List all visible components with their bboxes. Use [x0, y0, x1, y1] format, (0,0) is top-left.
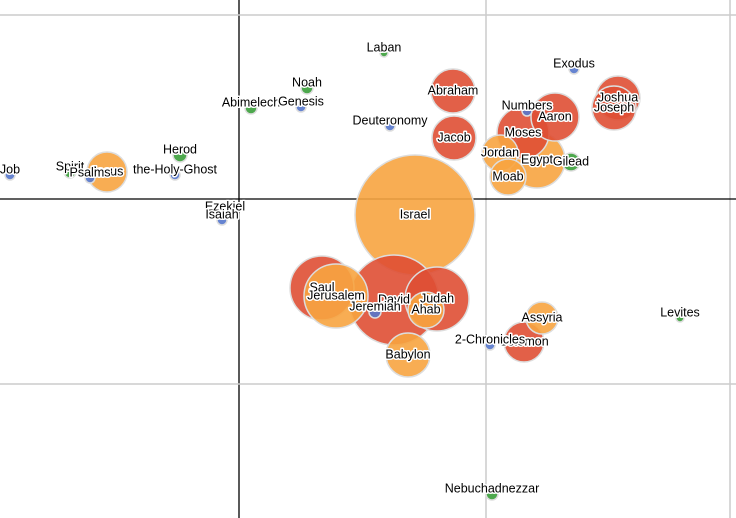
bubble-label: Joshua	[598, 90, 638, 104]
bubble-label: Genesis	[278, 94, 324, 108]
bubble-label: Abraham	[428, 83, 479, 97]
bubble-label: Jesus	[91, 164, 124, 178]
bubble	[172, 147, 188, 163]
bubble-label: Levites	[660, 305, 700, 319]
bubble	[530, 92, 580, 142]
bubble	[368, 305, 382, 319]
bubble	[300, 81, 314, 95]
bubble	[303, 263, 369, 329]
bubble	[525, 301, 559, 335]
bubble	[63, 165, 77, 179]
bubble-label: Jordan	[481, 145, 519, 159]
bubble	[591, 85, 637, 131]
bubble-label: Exodus	[553, 56, 595, 70]
bubble	[407, 291, 445, 329]
bubble-label: Judah	[420, 291, 454, 305]
bubble-label: Isaiah	[205, 207, 238, 221]
bubble	[430, 68, 476, 114]
bubble	[568, 63, 580, 75]
bubble	[244, 101, 258, 115]
bubble	[675, 313, 685, 323]
bubble	[521, 105, 533, 117]
bubble-label: Abimelech	[222, 95, 280, 109]
bubble-label: Moses	[505, 125, 542, 139]
bubble-label: Numbers	[502, 98, 553, 112]
bubble-label: Joseph	[594, 100, 634, 114]
bubble-label: Jeremiah	[349, 299, 400, 313]
bubble-label: Egypt	[521, 152, 553, 166]
bubble	[379, 48, 389, 58]
bubble-label: Deuteronomy	[352, 113, 428, 127]
bubble	[169, 169, 181, 181]
bubble-label: Ahab	[411, 302, 440, 316]
bubble-label: Solomon	[499, 334, 548, 348]
bubble-label: the-Holy-Ghost	[133, 162, 218, 176]
bubble-label: Israel	[400, 207, 431, 221]
bubble-label: Moab	[492, 169, 523, 183]
bubble-label: Assyria	[522, 310, 563, 324]
bubble	[295, 101, 307, 113]
bubble	[4, 169, 16, 181]
bubble	[385, 332, 431, 378]
bubble-label: Saul	[309, 280, 334, 294]
bubble	[431, 115, 477, 161]
bubble	[489, 158, 527, 196]
bubble-label: Gilead	[553, 154, 589, 168]
bubble-label: Ezekiel	[205, 199, 245, 213]
bubble-label: Babylon	[385, 347, 430, 361]
bubble-label: Psalms	[70, 165, 111, 179]
bubble-label: Laban	[367, 40, 402, 54]
bubble	[86, 151, 128, 193]
bubble-label: 2-Chronicles	[455, 332, 525, 346]
bubble-label: Spirit	[56, 159, 85, 173]
bubble-label: David	[378, 292, 410, 306]
bubble-label: Aaron	[538, 109, 571, 123]
bubble	[484, 339, 496, 351]
bubble	[216, 214, 228, 226]
bubble	[561, 152, 581, 172]
bubble-label: Jerusalem	[307, 288, 365, 302]
bubble	[84, 172, 96, 184]
bubble-label: Job	[0, 162, 20, 176]
bubble-label: Jacob	[437, 130, 470, 144]
bubble	[384, 120, 396, 132]
bubble-label: Noah	[292, 75, 322, 89]
bubble	[485, 487, 499, 501]
bubble-label: Nebuchadnezzar	[445, 481, 540, 495]
bubble-label: Herod	[163, 142, 197, 156]
